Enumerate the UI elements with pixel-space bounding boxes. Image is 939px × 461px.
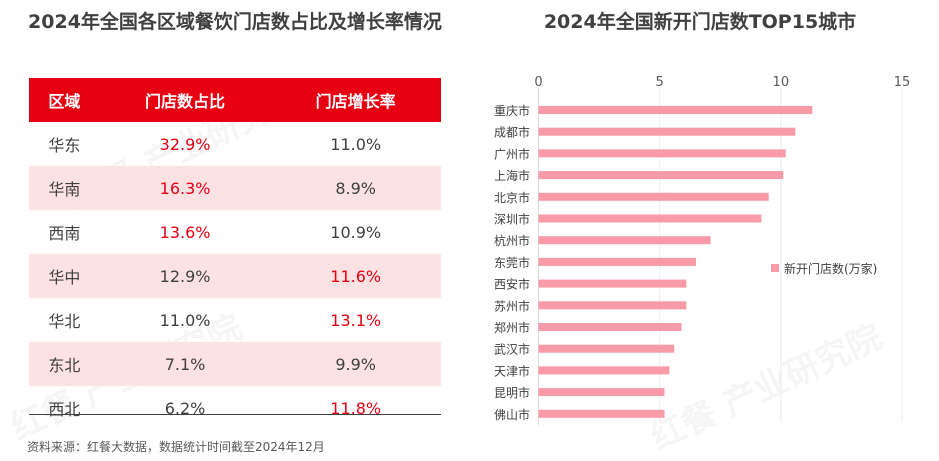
x-tick-label: 15 [894, 75, 911, 90]
table-row: 华东 32.9% 11.0% [29, 122, 441, 166]
y-tick-label: 深圳市 [494, 212, 530, 227]
growth-cell: 13.1% [330, 310, 382, 330]
legend-label: 新开门店数(万家) [784, 261, 877, 276]
growth-cell: 11.6% [270, 254, 441, 298]
y-tick-label: 东莞市 [494, 255, 530, 270]
region-cell: 华北 [48, 312, 81, 331]
region-cell: 东北 [29, 342, 100, 386]
share-cell: 6.2% [164, 398, 206, 418]
y-tick-label: 佛山市 [494, 407, 530, 422]
table-bottom-rule [29, 414, 441, 415]
table-row: 东北 7.1% 9.9% [29, 342, 441, 386]
header-share: 门店数占比 [99, 78, 271, 122]
region-cell: 华南 [29, 166, 100, 210]
y-tick-label: 成都市 [494, 125, 530, 140]
y-tick-label: 苏州市 [494, 298, 530, 313]
growth-cell: 8.9% [270, 166, 441, 210]
header-growth: 门店增长率 [270, 78, 441, 122]
region-table: 区域 门店数占比 门店增长率 华东 32.9% 11.0% 华南 16.3% 8.9% 西南… [29, 78, 441, 430]
bar [538, 236, 711, 245]
share-cell: 32.9% [159, 134, 211, 154]
bar [538, 366, 670, 375]
x-tick-label: 0 [534, 75, 542, 90]
bar [538, 192, 769, 201]
region-cell: 华东 [48, 136, 81, 155]
growth-cell: 11.8% [330, 398, 382, 418]
region-cell: 华中 [29, 254, 100, 298]
bar [538, 257, 697, 266]
bar [538, 106, 813, 114]
y-tick-label: 昆明市 [494, 385, 530, 400]
y-tick-label: 北京市 [494, 190, 530, 205]
chart-title: 2024年全国新开门店数TOP15城市 [543, 11, 857, 33]
table-row: 华北 11.0% 13.1% [29, 298, 441, 342]
y-tick-label: 武汉市 [494, 342, 530, 357]
y-tick-label: 上海市 [494, 168, 530, 183]
y-tick-label: 郑州市 [494, 320, 530, 335]
bar [538, 301, 687, 310]
share-cell: 7.1% [99, 342, 271, 386]
table-header-row: 区域 门店数占比 门店增长率 [29, 78, 441, 122]
share-cell: 13.6% [159, 222, 211, 242]
y-tick-label: 重庆市 [494, 103, 530, 118]
bar [538, 127, 796, 136]
bar [538, 214, 762, 223]
table-row: 西南 13.6% 10.9% [29, 210, 441, 254]
table-title: 2024年全国各区域餐饮门店数占比及增长率情况 [28, 11, 442, 33]
bar [538, 323, 682, 331]
bar [538, 344, 675, 353]
y-tick-label: 杭州市 [494, 233, 530, 248]
y-tick-label: 西安市 [494, 277, 530, 292]
bar [538, 171, 784, 180]
legend-swatch [771, 264, 779, 272]
y-tick-label: 广州市 [494, 146, 530, 161]
share-cell: 16.3% [99, 166, 271, 210]
x-tick-label: 5 [656, 75, 664, 90]
table-row: 华中 12.9% 11.6% [29, 254, 441, 298]
x-tick-label: 10 [773, 75, 790, 90]
share-cell: 11.0% [159, 310, 211, 330]
growth-cell: 10.9% [330, 222, 382, 242]
bar [538, 409, 665, 418]
y-tick-label: 天津市 [494, 363, 530, 378]
region-cell: 西南 [48, 224, 81, 243]
bar [538, 149, 786, 158]
growth-cell: 11.0% [330, 134, 382, 154]
share-cell: 12.9% [99, 254, 271, 298]
bar [538, 279, 687, 288]
header-region: 区域 [29, 78, 100, 122]
table-row: 华南 16.3% 8.9% [29, 166, 441, 210]
source-note: 资料来源：红餐大数据，数据统计时间截至2024年12月 [27, 440, 325, 454]
bar [538, 388, 665, 397]
growth-cell: 9.9% [270, 342, 441, 386]
